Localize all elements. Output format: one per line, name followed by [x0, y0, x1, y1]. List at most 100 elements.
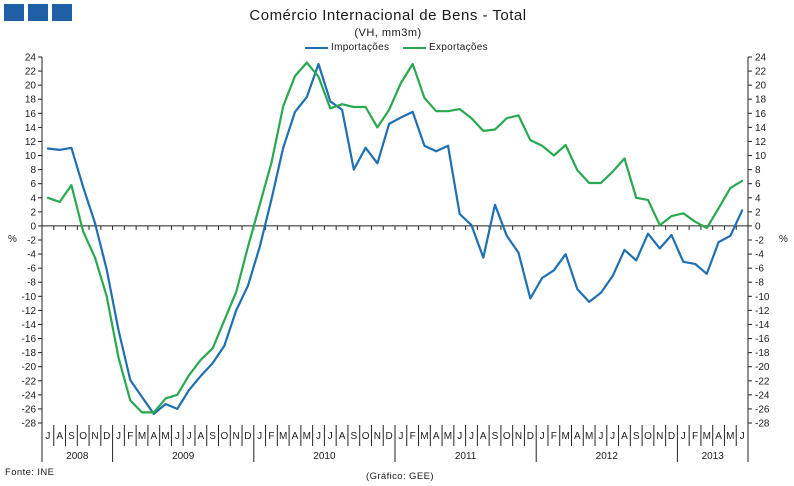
y-tick-label-left: -16: [22, 334, 37, 345]
y-tick-label-right: 16: [755, 109, 767, 120]
series-line-exportacoes: [46, 61, 744, 414]
month-label: A: [574, 431, 581, 442]
y-tick-label-right: 22: [755, 67, 767, 78]
y-tick-label-right: 14: [755, 123, 767, 134]
month-label: M: [420, 431, 428, 442]
y-tick-label-left: 24: [25, 53, 37, 64]
month-label: J: [740, 431, 745, 442]
month-label: D: [103, 431, 110, 442]
y-tick-label-left: 8: [30, 165, 36, 176]
y-tick-label-right: 20: [755, 81, 767, 92]
month-label: S: [68, 431, 75, 442]
y-tick-label-right: 6: [755, 179, 761, 190]
month-label: J: [681, 431, 686, 442]
chart-title: Comércio Internacional de Bens - Total: [249, 7, 527, 24]
month-label: J: [457, 431, 462, 442]
month-label: N: [91, 431, 98, 442]
year-label: 2009: [172, 451, 195, 462]
month-label: J: [610, 431, 615, 442]
month-label: O: [362, 431, 370, 442]
month-label: D: [385, 431, 392, 442]
month-label: M: [279, 431, 287, 442]
month-label: A: [621, 431, 628, 442]
legend-swatch-importacoes: [305, 47, 328, 49]
month-label: M: [303, 431, 311, 442]
y-tick-label-right: -26: [755, 404, 770, 415]
logo-square: [4, 4, 24, 21]
legend-label-exportacoes: Exportações: [429, 42, 488, 53]
month-label: N: [233, 431, 240, 442]
month-label: J: [328, 431, 333, 442]
y-axis-unit-left: %: [8, 234, 17, 245]
y-tick-label-left: -22: [22, 376, 37, 387]
year-label: 2012: [596, 451, 619, 462]
logo-square: [52, 4, 72, 21]
source-note: Fonte: INE: [5, 467, 55, 478]
y-tick-label-left: 20: [25, 81, 37, 92]
month-label: J: [398, 431, 403, 442]
month-label: N: [515, 431, 522, 442]
y-tick-label-right: -24: [755, 390, 770, 401]
month-label: A: [198, 431, 205, 442]
month-label: N: [656, 431, 663, 442]
y-tick-label-left: -14: [22, 320, 37, 331]
y-tick-label-left: 2: [30, 207, 36, 218]
month-label: A: [292, 431, 299, 442]
legend-swatch-exportacoes: [403, 47, 426, 49]
y-tick-label-right: 10: [755, 151, 767, 162]
y-tick-label-left: -20: [22, 362, 37, 373]
month-label: M: [561, 431, 569, 442]
y-tick-label-right: -20: [755, 362, 770, 373]
month-label: M: [726, 431, 734, 442]
y-tick-label-right: -8: [755, 278, 764, 289]
y-tick-label-left: 4: [30, 193, 36, 204]
y-tick-label-right: -2: [755, 236, 764, 247]
logo-square: [28, 4, 48, 21]
month-label: S: [633, 431, 640, 442]
month-label: D: [244, 431, 251, 442]
year-label: 2010: [313, 451, 336, 462]
month-label: A: [339, 431, 346, 442]
y-tick-label-right: -22: [755, 376, 770, 387]
year-label: 2013: [702, 451, 725, 462]
month-label: D: [527, 431, 534, 442]
year-label: 2008: [66, 451, 89, 462]
y-tick-label-right: 12: [755, 137, 767, 148]
y-tick-label-right: 4: [755, 193, 761, 204]
month-label: S: [209, 431, 216, 442]
legend-item-importacoes: Importações: [305, 42, 389, 54]
month-label: J: [45, 431, 50, 442]
chart-credit: (Gráfico: GEE): [366, 471, 434, 482]
y-tick-label-right: -12: [755, 306, 770, 317]
legend-item-exportacoes: Exportações: [403, 42, 488, 54]
month-label: F: [268, 431, 274, 442]
series-line-importacoes: [46, 62, 744, 415]
month-label: J: [540, 431, 545, 442]
chart-subtitle: (VH, mm3m): [354, 27, 422, 39]
month-label: M: [138, 431, 146, 442]
month-label: J: [257, 431, 262, 442]
month-label: M: [161, 431, 169, 442]
y-tick-label-right: 18: [755, 95, 767, 106]
month-label: F: [692, 431, 698, 442]
month-label: F: [410, 431, 416, 442]
month-label: J: [598, 431, 603, 442]
month-label: O: [503, 431, 511, 442]
month-label: J: [187, 431, 192, 442]
y-tick-label-left: 12: [25, 137, 37, 148]
y-tick-label-right: -6: [755, 264, 764, 275]
month-label: M: [585, 431, 593, 442]
series: [46, 61, 744, 415]
y-tick-label-left: -12: [22, 306, 37, 317]
y-tick-label-left: -2: [27, 236, 36, 247]
y-tick-label-right: -4: [755, 250, 764, 261]
y-tick-label-left: 6: [30, 179, 36, 190]
y-tick-label-left: 16: [25, 109, 37, 120]
y-tick-label-left: 14: [25, 123, 37, 134]
y-tick-label-right: 0: [755, 221, 761, 232]
y-tick-label-right: 2: [755, 207, 761, 218]
month-label: J: [316, 431, 321, 442]
